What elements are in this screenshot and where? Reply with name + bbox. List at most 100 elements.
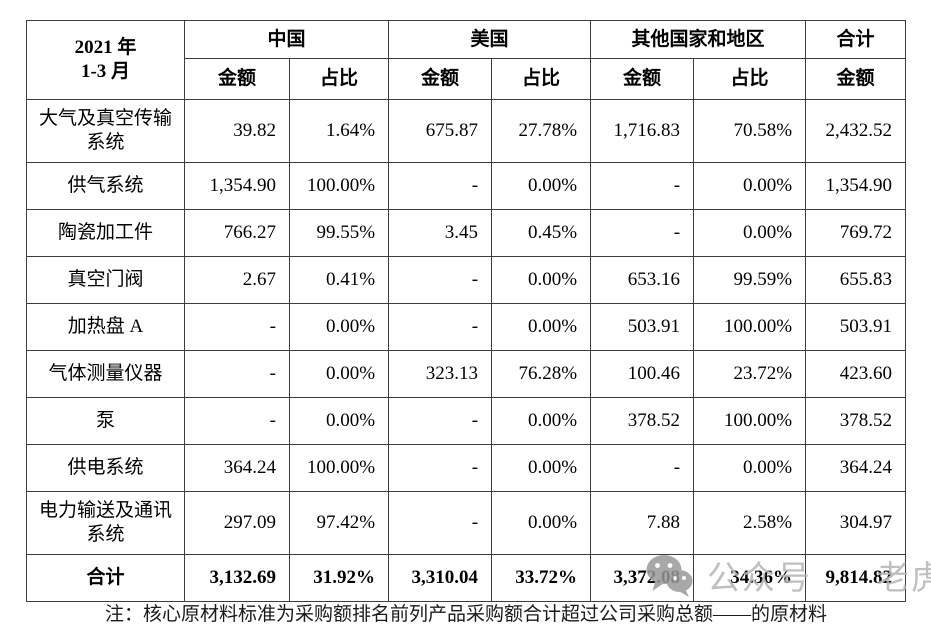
cell-other-ratio: 70.58%	[693, 99, 807, 163]
table-row: 供电系统 364.24 100.00% - 0.00% - 0.00% 364.…	[26, 444, 907, 492]
row-label: 大气及真空传输系统	[26, 99, 185, 163]
cell-usa-amount: -	[388, 397, 493, 445]
cell-usa-amount: -	[388, 162, 493, 210]
cell-other-amount: -	[590, 209, 695, 257]
table-row: 陶瓷加工件 766.27 99.55% 3.45 0.45% - 0.00% 7…	[26, 209, 907, 257]
cell-usa-amount: 3.45	[388, 209, 493, 257]
cell-total-amount: 304.97	[805, 491, 907, 555]
cell-usa-amount: 3,310.04	[388, 554, 493, 602]
cell-usa-ratio: 76.28%	[491, 350, 592, 398]
cell-china-amount: 3,132.69	[184, 554, 290, 602]
cell-china-amount: 39.82	[184, 99, 290, 163]
subheader-other-ratio: 占比	[693, 58, 807, 100]
period-header-cell: 2021 年 1-3 月	[26, 20, 185, 100]
cell-china-amount: 364.24	[184, 444, 290, 492]
table-row: 泵 - 0.00% - 0.00% 378.52 100.00% 378.52	[26, 397, 907, 445]
table-row: 真空门阀 2.67 0.41% - 0.00% 653.16 99.59% 65…	[26, 256, 907, 304]
subheader-usa-ratio: 占比	[491, 58, 592, 100]
cell-other-ratio: 34.36%	[693, 554, 807, 602]
cell-china-ratio: 31.92%	[288, 554, 390, 602]
group-header-other-regions: 其他国家和地区	[590, 20, 807, 59]
cell-usa-amount: -	[388, 444, 493, 492]
cell-usa-amount: 323.13	[388, 350, 493, 398]
cell-other-amount: 503.91	[590, 303, 695, 351]
table-total-row: 合计 3,132.69 31.92% 3,310.04 33.72% 3,372…	[26, 554, 907, 602]
cell-china-ratio: 100.00%	[288, 444, 390, 492]
cell-other-amount: 7.88	[590, 491, 695, 555]
cell-china-ratio: 100.00%	[288, 162, 390, 210]
footnote-clipped: 注：核心原材料标准为采购额排名前列产品采购额合计超过公司采购总额——的原材料	[105, 604, 828, 625]
cell-china-amount: -	[184, 350, 290, 398]
cell-other-amount: 3,372.08	[590, 554, 695, 602]
row-label: 气体测量仪器	[26, 350, 185, 398]
cell-total-amount: 1,354.90	[805, 162, 907, 210]
cell-usa-amount: 675.87	[388, 99, 493, 163]
cell-total-amount: 655.83	[805, 256, 907, 304]
cell-other-ratio: 100.00%	[693, 397, 807, 445]
cell-usa-ratio: 33.72%	[491, 554, 592, 602]
cell-china-ratio: 0.00%	[288, 303, 390, 351]
cell-other-amount: -	[590, 444, 695, 492]
cell-other-ratio: 2.58%	[693, 491, 807, 555]
cell-usa-ratio: 0.45%	[491, 209, 592, 257]
cell-total-amount: 769.72	[805, 209, 907, 257]
subheader-total-amount: 金额	[805, 58, 907, 100]
cell-china-amount: 1,354.90	[184, 162, 290, 210]
group-header-usa: 美国	[388, 20, 592, 59]
cell-china-amount: -	[184, 303, 290, 351]
cell-china-amount: 297.09	[184, 491, 290, 555]
row-label: 加热盘 A	[26, 303, 185, 351]
group-header-total: 合计	[805, 20, 907, 59]
period-year: 2021 年	[74, 37, 137, 59]
row-label: 供电系统	[26, 444, 185, 492]
group-header-china: 中国	[183, 20, 390, 59]
cell-usa-ratio: 0.00%	[491, 303, 592, 351]
cell-china-amount: -	[184, 397, 290, 445]
cell-usa-ratio: 0.00%	[491, 491, 592, 555]
cell-total-amount: 423.60	[805, 350, 907, 398]
cell-usa-ratio: 0.00%	[491, 162, 592, 210]
cell-china-amount: 2.67	[184, 256, 290, 304]
cell-china-ratio: 1.64%	[288, 99, 390, 163]
sales-by-region-table: 2021 年 1-3 月 中国 美国 其他国家和地区 合计 金额 占比 金额 占…	[26, 20, 907, 602]
cell-china-ratio: 0.41%	[288, 256, 390, 304]
cell-usa-ratio: 27.78%	[491, 99, 592, 163]
cell-other-amount: 653.16	[590, 256, 695, 304]
cell-usa-ratio: 0.00%	[491, 444, 592, 492]
row-label: 供气系统	[26, 162, 185, 210]
cell-other-ratio: 100.00%	[693, 303, 807, 351]
cell-usa-ratio: 0.00%	[491, 256, 592, 304]
cell-total-amount: 378.52	[805, 397, 907, 445]
cell-china-ratio: 99.55%	[288, 209, 390, 257]
cell-china-ratio: 0.00%	[288, 397, 390, 445]
cell-usa-ratio: 0.00%	[491, 397, 592, 445]
cell-other-ratio: 0.00%	[693, 162, 807, 210]
cell-total-amount: 9,814.82	[805, 554, 907, 602]
subheader-china-amount: 金额	[184, 58, 290, 100]
cell-other-amount: 1,716.83	[590, 99, 695, 163]
subheader-usa-amount: 金额	[388, 58, 493, 100]
table-row: 气体测量仪器 - 0.00% 323.13 76.28% 100.46 23.7…	[26, 350, 907, 398]
table-row: 大气及真空传输系统 39.82 1.64% 675.87 27.78% 1,71…	[26, 99, 907, 163]
cell-usa-amount: -	[388, 491, 493, 555]
cell-other-ratio: 0.00%	[693, 209, 807, 257]
period-months: 1-3 月	[80, 61, 131, 82]
cell-usa-amount: -	[388, 303, 493, 351]
cell-china-amount: 766.27	[184, 209, 290, 257]
cell-china-ratio: 0.00%	[288, 350, 390, 398]
cell-other-amount: 378.52	[590, 397, 695, 445]
row-label: 真空门阀	[26, 256, 185, 304]
subheader-china-ratio: 占比	[288, 58, 390, 100]
cell-other-amount: 100.46	[590, 350, 695, 398]
cell-other-ratio: 0.00%	[693, 444, 807, 492]
table-row: 加热盘 A - 0.00% - 0.00% 503.91 100.00% 503…	[26, 303, 907, 351]
cell-total-amount: 503.91	[805, 303, 907, 351]
row-label: 泵	[26, 397, 185, 445]
subheader-other-amount: 金额	[590, 58, 695, 100]
cell-total-amount: 364.24	[805, 444, 907, 492]
cell-total-amount: 2,432.52	[805, 99, 907, 163]
row-label: 电力输送及通讯系统	[26, 491, 185, 555]
sales-by-region-table-container: 2021 年 1-3 月 中国 美国 其他国家和地区 合计 金额 占比 金额 占…	[26, 20, 907, 602]
table-row: 供气系统 1,354.90 100.00% - 0.00% - 0.00% 1,…	[26, 162, 907, 210]
